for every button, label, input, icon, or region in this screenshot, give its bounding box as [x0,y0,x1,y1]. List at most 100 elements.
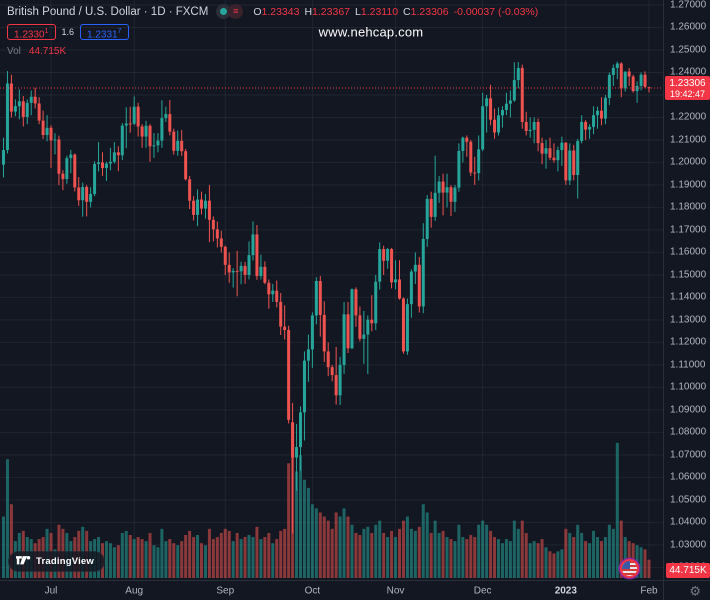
volume-bar [469,534,473,578]
last-price-label[interactable]: 1.23306 19:42:47 [665,76,710,100]
price-axis-label: 1.19000 [670,179,707,191]
chart-pane[interactable]: www.nehcap.com British Pound / U.S. Doll… [0,0,663,580]
volume-bar [192,537,196,578]
volume-bar [120,532,124,578]
candle-body [425,198,429,239]
candle-body [528,129,532,131]
volume-bar [520,520,524,578]
candle-body [338,364,342,396]
volume-bar [275,539,279,578]
open-label: O [253,5,262,18]
ohlc-readout: O 1.23343 H 1.23367 L 1.23110 C 1.23306 -0.0… [253,6,538,18]
volume-bar [568,532,572,578]
candle-body [386,249,390,261]
price-axis[interactable]: 1.23306 19:42:47 44.715K 1.27000 1.26000 1… [663,0,710,580]
candle-body [120,125,124,156]
volume-bar [235,532,239,578]
candle-body [588,126,592,130]
volume-bar [188,530,192,578]
candle-body [275,290,279,302]
volume-bar [425,512,429,578]
candle-body [322,314,326,352]
volume-bar [279,530,283,578]
candle-body [449,187,453,202]
change-value: -0.00037 (-0.03%) [453,5,539,18]
candle-body [310,315,314,350]
volume-bar [465,539,469,578]
volume-bar [302,479,306,578]
candle-body [17,101,21,107]
candle-body [318,281,322,315]
candle-body [441,181,445,193]
volume-bar [417,526,421,578]
candle-body [611,67,615,75]
candle-body [259,266,263,277]
candle-body [45,127,49,135]
volume-bar [603,537,607,578]
volume-bar [251,537,255,578]
volume-bar [596,537,599,578]
bar-countdown: 19:42:47 [669,89,706,99]
candle-body [116,152,120,156]
time-axis-label-jul: Jul [44,585,58,596]
candle-body [330,367,334,376]
volume-bar [164,541,168,578]
sell-button[interactable]: 1.23301 [7,24,56,40]
volume-bar [314,508,318,578]
volume-bar [477,524,481,578]
volume-bar [580,532,584,578]
candlestick-volume-chart[interactable] [0,0,663,580]
candle-body [306,349,310,361]
volume-bar [540,539,544,578]
time-axis[interactable]: Jul Aug Sep Oct Nov Dec 2023 Feb [0,580,663,600]
candle-body [366,319,370,335]
time-axis-label-feb: Feb [640,585,658,596]
volume-bar [516,528,520,578]
price-axis-label: 1.11000 [670,359,706,371]
volume-bar [592,530,596,578]
candle-body [504,103,508,111]
candle-body [615,63,619,68]
volume-bar [180,541,184,578]
candle-body [358,315,362,339]
candle-body [401,298,405,352]
candle-body [603,97,607,119]
volume-bar [635,545,639,578]
candle-body [413,264,417,272]
candle-body [302,360,306,413]
volume-bar [441,530,445,578]
volume-bar [334,512,338,578]
candle-body [144,125,148,137]
tradingview-logo[interactable]: TradingView [8,551,105,572]
candle-body [69,154,73,159]
gear-icon[interactable]: ⚙ [689,583,701,598]
symbol-status-pill[interactable]: ≡ [216,4,244,19]
candle-body [473,172,477,174]
volume-bar [401,520,405,578]
volume-bar [287,463,291,578]
volume-bar [322,516,326,578]
volume-bar [354,532,358,578]
volume-bar [271,543,275,578]
volume-bar [524,532,528,578]
candle-body [631,76,635,92]
volume-bar [160,528,164,578]
price-axis-label: 1.14000 [670,291,707,303]
buy-button[interactable]: 1.23317 [80,24,129,40]
candle-body [148,125,152,147]
close-value: 1.23306 [410,5,449,18]
volume-bar [588,543,592,578]
legend-symbol-row: British Pound / U.S. Dollar · 1D · FXCM … [7,3,538,20]
volume-bar [310,504,314,578]
volume-label[interactable]: Vol [7,46,21,57]
us-flag-event-icon[interactable] [620,559,639,578]
candle-body [596,110,599,116]
symbol-title[interactable]: British Pound / U.S. Dollar · 1D · FXCM [7,5,209,18]
volume-bar [449,539,453,578]
price-axis-label: 1.09000 [670,404,707,416]
candle-body [37,103,41,121]
candle-body [394,279,398,283]
time-axis-label-2023: 2023 [554,585,577,596]
volume-bar [504,539,508,578]
volume-bar [338,516,342,578]
